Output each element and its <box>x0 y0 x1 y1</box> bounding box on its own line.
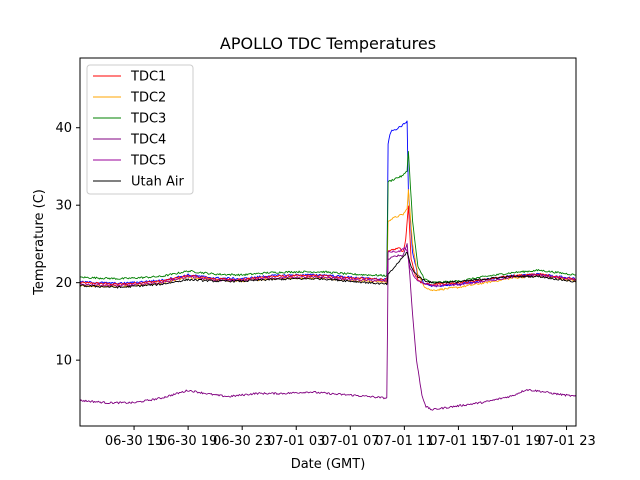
series-line-tdc3 <box>80 150 576 284</box>
legend: TDC1 TDC2 TDC3 TDC4 TDC5 Utah Air <box>86 64 194 195</box>
series-line-tdc1 <box>80 205 576 286</box>
y-tick-label: 40 <box>55 121 72 136</box>
x-tick-label: 07-01 11 <box>375 434 433 449</box>
x-tick-label: 07-01 19 <box>483 434 541 449</box>
series-line-tdc5 <box>80 246 576 288</box>
x-tick-label: 07-01 15 <box>429 434 487 449</box>
y-tick-label: 10 <box>55 354 72 369</box>
y-tick-label: 20 <box>55 276 72 291</box>
y-tick-label: 30 <box>55 199 72 214</box>
legend-label: TDC4 <box>130 133 166 148</box>
legend-label: TDC3 <box>130 112 166 127</box>
x-tick-label: 07-01 23 <box>537 434 595 449</box>
x-tick-label: 06-30 19 <box>159 434 217 449</box>
x-tick-label: 06-30 23 <box>213 434 271 449</box>
x-tick-label: 07-01 07 <box>321 434 379 449</box>
chart-title: APOLLO TDC Temperatures <box>220 34 436 53</box>
series-line-utah-air <box>80 251 576 289</box>
x-axis-label: Date (GMT) <box>291 457 366 472</box>
y-axis: 10 20 30 40 <box>55 121 80 369</box>
x-tick-label: 06-30 15 <box>105 434 163 449</box>
legend-label: Utah Air <box>131 175 184 190</box>
legend-label: TDC1 <box>130 70 166 85</box>
plot-frame <box>79 57 577 427</box>
y-axis-label: Temperature (C) <box>32 189 47 296</box>
x-tick-label: 07-01 03 <box>267 434 325 449</box>
legend-label: TDC5 <box>130 154 166 169</box>
series-line-tdc4 <box>80 243 576 411</box>
legend-label: TDC2 <box>130 91 166 106</box>
series-layer <box>80 120 576 411</box>
